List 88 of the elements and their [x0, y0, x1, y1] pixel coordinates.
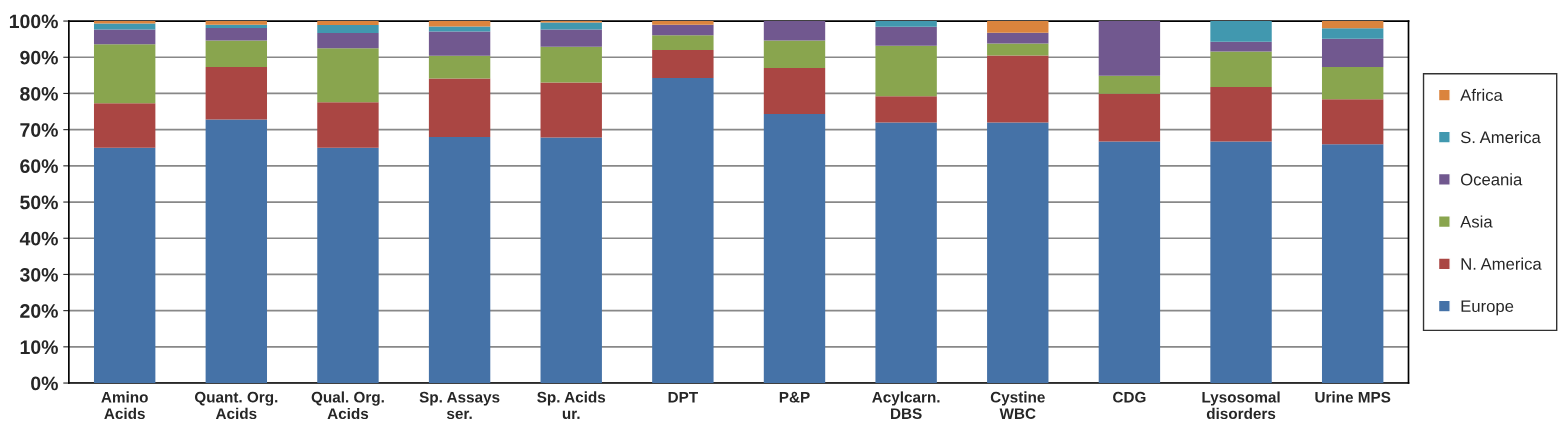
y-tick-label: 50%: [20, 195, 58, 210]
bar: [93, 29, 156, 45]
bar: [652, 50, 714, 78]
x-tick-label: Cystine WBC: [990, 391, 1045, 420]
x-tick-label: Sp. Acids ur.: [537, 391, 606, 420]
bar: [93, 103, 156, 148]
bar: [987, 55, 1049, 123]
bar: [1210, 21, 1272, 42]
bar: [540, 29, 602, 47]
bar: [93, 44, 156, 104]
bar: [317, 25, 379, 33]
y-tick-label: 80%: [20, 86, 58, 101]
bar: [1321, 28, 1384, 39]
bar: [1321, 144, 1384, 384]
bar: [317, 48, 379, 103]
bar: [428, 26, 491, 32]
bar: [428, 136, 491, 384]
y-tick-label: 70%: [20, 123, 58, 137]
bar: [763, 68, 826, 115]
legend-label: S. America: [1460, 130, 1541, 144]
x-tick-label: DPT: [668, 391, 698, 403]
x-tick-label: Urine MPS: [1315, 391, 1391, 403]
bar: [93, 147, 156, 384]
bar: [987, 122, 1049, 384]
bar: [652, 21, 714, 25]
y-tick-label: 40%: [19, 231, 58, 246]
bar: [93, 21, 156, 24]
bar: [652, 77, 714, 384]
bar: [1210, 141, 1272, 384]
x-tick-label: Amino Acids: [101, 391, 148, 420]
y-tick-label: 30%: [19, 267, 58, 282]
bar: [875, 96, 937, 123]
y-tick-label: 100%: [9, 14, 58, 29]
legend-label: Europe: [1461, 300, 1514, 316]
bar: [1321, 67, 1384, 100]
bar: [1210, 51, 1272, 87]
bar: [317, 33, 379, 49]
bar: [1321, 99, 1384, 145]
bar: [540, 46, 602, 83]
x-tick-label: Qual. Org. Acids: [311, 391, 384, 420]
bar: [1321, 38, 1384, 68]
bar: [1210, 41, 1272, 52]
legend-label: Oceania: [1460, 173, 1523, 186]
bar: [875, 21, 937, 27]
bar: [763, 40, 826, 69]
bar: [317, 102, 379, 148]
legend-label: Africa: [1460, 88, 1503, 102]
x-tick-label: CDG: [1113, 391, 1146, 403]
bar: [540, 137, 602, 384]
bar: [875, 26, 937, 46]
x-tick-label: Quant. Org. Acids: [194, 391, 278, 420]
y-tick-label: 60%: [20, 159, 58, 174]
x-tick-label: P&P: [779, 391, 810, 403]
x-tick-label: Acylcarn. DBS: [872, 391, 940, 420]
bar: [763, 114, 826, 384]
bar: [987, 21, 1049, 33]
x-tick-label: Sp. Assays ser.: [419, 391, 500, 420]
x-tick-label: Lysosomal disorders: [1202, 391, 1280, 420]
legend-label: N. America: [1461, 257, 1542, 270]
bar: [1098, 21, 1161, 76]
bar: [763, 21, 826, 41]
bar: [875, 122, 937, 384]
bar: [1098, 141, 1161, 384]
y-tick-label: 20%: [20, 304, 58, 318]
bar: [205, 119, 268, 384]
bar: [428, 55, 491, 79]
y-tick-label: 10%: [20, 340, 58, 355]
bar: [987, 32, 1049, 44]
bar: [1210, 86, 1272, 142]
bar: [205, 27, 268, 41]
bar: [875, 45, 937, 97]
y-tick-label: 90%: [20, 50, 58, 65]
bar: [540, 82, 602, 138]
bar: [428, 78, 491, 137]
bar: [1098, 93, 1161, 142]
bar: [987, 43, 1049, 56]
y-tick-label: 0%: [31, 376, 58, 391]
bar: [428, 21, 491, 27]
bar: [652, 24, 714, 36]
bar: [428, 31, 491, 56]
bar: [205, 67, 268, 120]
legend-label: Asia: [1460, 215, 1493, 228]
bar: [1098, 75, 1161, 94]
bar: [652, 35, 714, 51]
bar: [317, 21, 379, 26]
bar: [205, 40, 268, 68]
bar: [1321, 21, 1384, 29]
bar: [317, 147, 379, 384]
